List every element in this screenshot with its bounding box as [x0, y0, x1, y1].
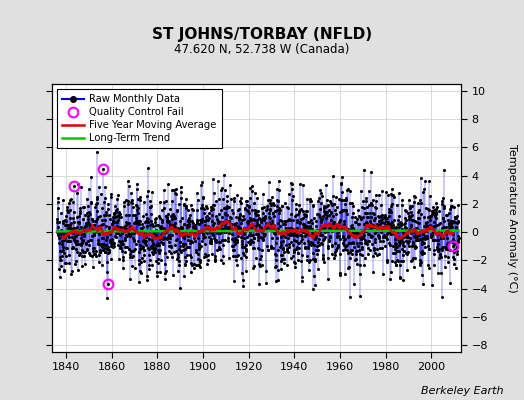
- Text: 47.620 N, 52.738 W (Canada): 47.620 N, 52.738 W (Canada): [174, 44, 350, 56]
- Legend: Raw Monthly Data, Quality Control Fail, Five Year Moving Average, Long-Term Tren: Raw Monthly Data, Quality Control Fail, …: [58, 89, 222, 148]
- Text: ST JOHNS/TORBAY (NFLD): ST JOHNS/TORBAY (NFLD): [152, 26, 372, 42]
- Y-axis label: Temperature Anomaly (°C): Temperature Anomaly (°C): [507, 144, 518, 292]
- Text: Berkeley Earth: Berkeley Earth: [421, 386, 503, 396]
